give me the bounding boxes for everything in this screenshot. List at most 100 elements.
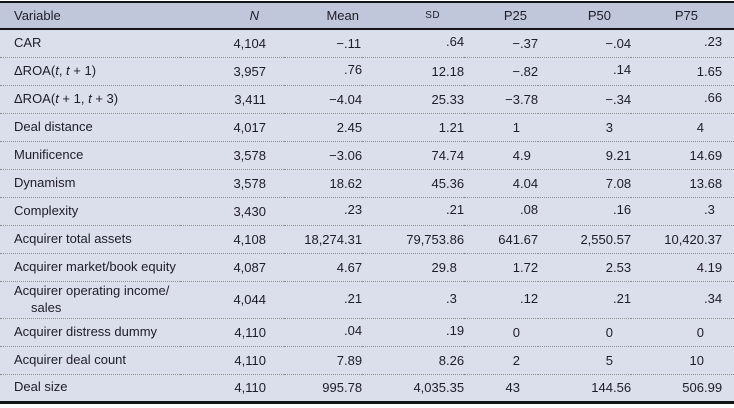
cell-p75: 13.68 [631, 168, 734, 197]
cell-p25: 43 [464, 373, 538, 402]
column-header-p25: P25 [464, 2, 538, 30]
cell-mean: −4.04 [284, 84, 362, 113]
cell-sd: 25.33 [362, 84, 464, 113]
cell-p25: .12 [464, 280, 538, 318]
cell-p50: .21 [538, 280, 631, 318]
cell-mean: 2.45 [284, 112, 362, 141]
cell-p50: 0 [538, 317, 631, 346]
cell-n: 3,578 [180, 168, 284, 197]
cell-p75: .34 [631, 280, 734, 318]
column-header-p50: P50 [538, 2, 631, 30]
cell-p25: 641.67 [464, 224, 538, 253]
table-row: Acquirer deal count 4,110 7.89 8.26 2 5 10 [0, 345, 734, 374]
table-row: CAR 4,104 − .11 .64 − .37 − .04 .23 [0, 29, 734, 57]
table-row: ΔROA(t, t + 1) 3,957.76 12.18− .82.14 1.65 [0, 56, 734, 85]
cell-p75: 14.69 [631, 140, 734, 169]
row-label: Acquirer distress dummy [0, 317, 180, 346]
cell-p50: − .34 [538, 84, 631, 113]
table-row: Acquirer distress dummy 4,110.04.19 0 0 0 [0, 317, 734, 346]
row-label: CAR [14, 35, 42, 51]
cell-n: 3,578 [180, 140, 284, 169]
cell-n: 4,110 [180, 345, 284, 374]
cell-mean: .21 [284, 280, 362, 318]
row-label: ΔROA(t + 1, t + 3) [0, 84, 180, 113]
row-label: Deal size [0, 373, 180, 402]
cell-n: 4,110 [180, 373, 284, 402]
cell-sd: 74.74 [362, 140, 464, 169]
cell-p75: .3 [631, 196, 734, 225]
cell-mean: .04 [284, 317, 362, 346]
cell-p25: − .82 [464, 56, 538, 85]
row-label: Acquirer deal count [0, 345, 180, 374]
cell-p50: 5 [538, 345, 631, 374]
cell-p50: .16 [538, 196, 631, 225]
row-label: Dynamism [0, 168, 180, 197]
table-row: Munificence 3,578 −3.06 74.74 4.9 9.21 14.69 [0, 140, 734, 169]
cell-mean: .23 [284, 196, 362, 225]
cell-sd: .3 [362, 280, 464, 318]
cell-p25: 4.9 [464, 140, 538, 169]
table-header-row: Variable N Mean SD P25 P50 P75 [0, 2, 734, 30]
cell-mean: 7.89 [284, 345, 362, 374]
cell-p75: 10 [631, 345, 734, 374]
cell-p75: 0 [631, 317, 734, 346]
cell-p25: 0 [464, 317, 538, 346]
cell-p25: .08 [464, 196, 538, 225]
cell-sd: .19 [362, 317, 464, 346]
table-body: CAR 4,104 − .11 .64 − .37 − .04 .23 ΔROA(t, t + 1)… [0, 29, 734, 402]
column-header-mean: Mean [284, 2, 362, 30]
cell-p25: 1 [464, 112, 538, 141]
cell-p50: 2,550.57 [538, 224, 631, 253]
column-header-n: N [180, 2, 284, 30]
table-row: Dynamism 3,578 18.62 45.36 4.04 7.08 13.68 [0, 168, 734, 197]
cell-sd: .64 [446, 34, 465, 50]
cell-p25: −3.78 [464, 84, 538, 113]
cell-sd: 1.21 [362, 112, 464, 141]
table-row: Deal distance 4,017 2.45 1.21 1 3 4 [0, 112, 734, 141]
table-row: Acquirer operating income/ sales 4,044.21… [0, 280, 734, 318]
row-label: Complexity [0, 196, 180, 225]
table-row: Acquirer market/book equity 4,087 4.67 29.8… [0, 252, 734, 281]
cell-n: 4,017 [180, 112, 284, 141]
cell-mean: 995.78 [284, 373, 362, 402]
cell-p50: .14 [538, 56, 631, 85]
cell-p75: .66 [631, 84, 734, 113]
cell-sd: .21 [362, 196, 464, 225]
cell-p75: .23 [704, 34, 723, 50]
cell-p25: 4.04 [464, 168, 538, 197]
cell-n: 3,411 [180, 84, 284, 113]
cell-n: 4,110 [180, 317, 284, 346]
cell-sd: 8.26 [362, 345, 464, 374]
cell-n: 4,104 [233, 35, 266, 51]
cell-n: 4,044 [180, 280, 284, 318]
cell-n: 3,957 [180, 56, 284, 85]
row-label: ΔROA(t, t + 1) [0, 56, 180, 85]
cell-mean: 18.62 [284, 168, 362, 197]
cell-p50: 7.08 [538, 168, 631, 197]
cell-p25: 1.72 [464, 252, 538, 281]
cell-mean: −3.06 [284, 140, 362, 169]
cell-n: 3,430 [180, 196, 284, 225]
cell-p25: − .37 [512, 35, 539, 51]
cell-n: 4,108 [180, 224, 284, 253]
row-label: Deal distance [0, 112, 180, 141]
cell-sd: 29.8 [362, 252, 464, 281]
cell-p50: 9.21 [538, 140, 631, 169]
table-row: Acquirer total assets 4,108 18,274.31 79,75… [0, 224, 734, 253]
cell-n: 4,087 [180, 252, 284, 281]
cell-sd: 12.18 [362, 56, 464, 85]
cell-sd: 4,035.35 [362, 373, 464, 402]
cell-p25: 2 [464, 345, 538, 374]
cell-p75: 10,420.37 [631, 224, 734, 253]
cell-sd: 79,753.86 [362, 224, 464, 253]
cell-mean: .76 [284, 56, 362, 85]
table-row: ΔROA(t + 1, t + 3) 3,411 −4.04 25.33 −3.78−.… [0, 84, 734, 113]
column-header-p75: P75 [631, 2, 734, 30]
row-label: Acquirer market/book equity [0, 252, 180, 281]
cell-p50: 144.56 [538, 373, 631, 402]
cell-mean: 4.67 [284, 252, 362, 281]
cell-p50: 3 [538, 112, 631, 141]
column-header-sd: SD [362, 2, 464, 30]
cell-p75: 4.19 [631, 252, 734, 281]
